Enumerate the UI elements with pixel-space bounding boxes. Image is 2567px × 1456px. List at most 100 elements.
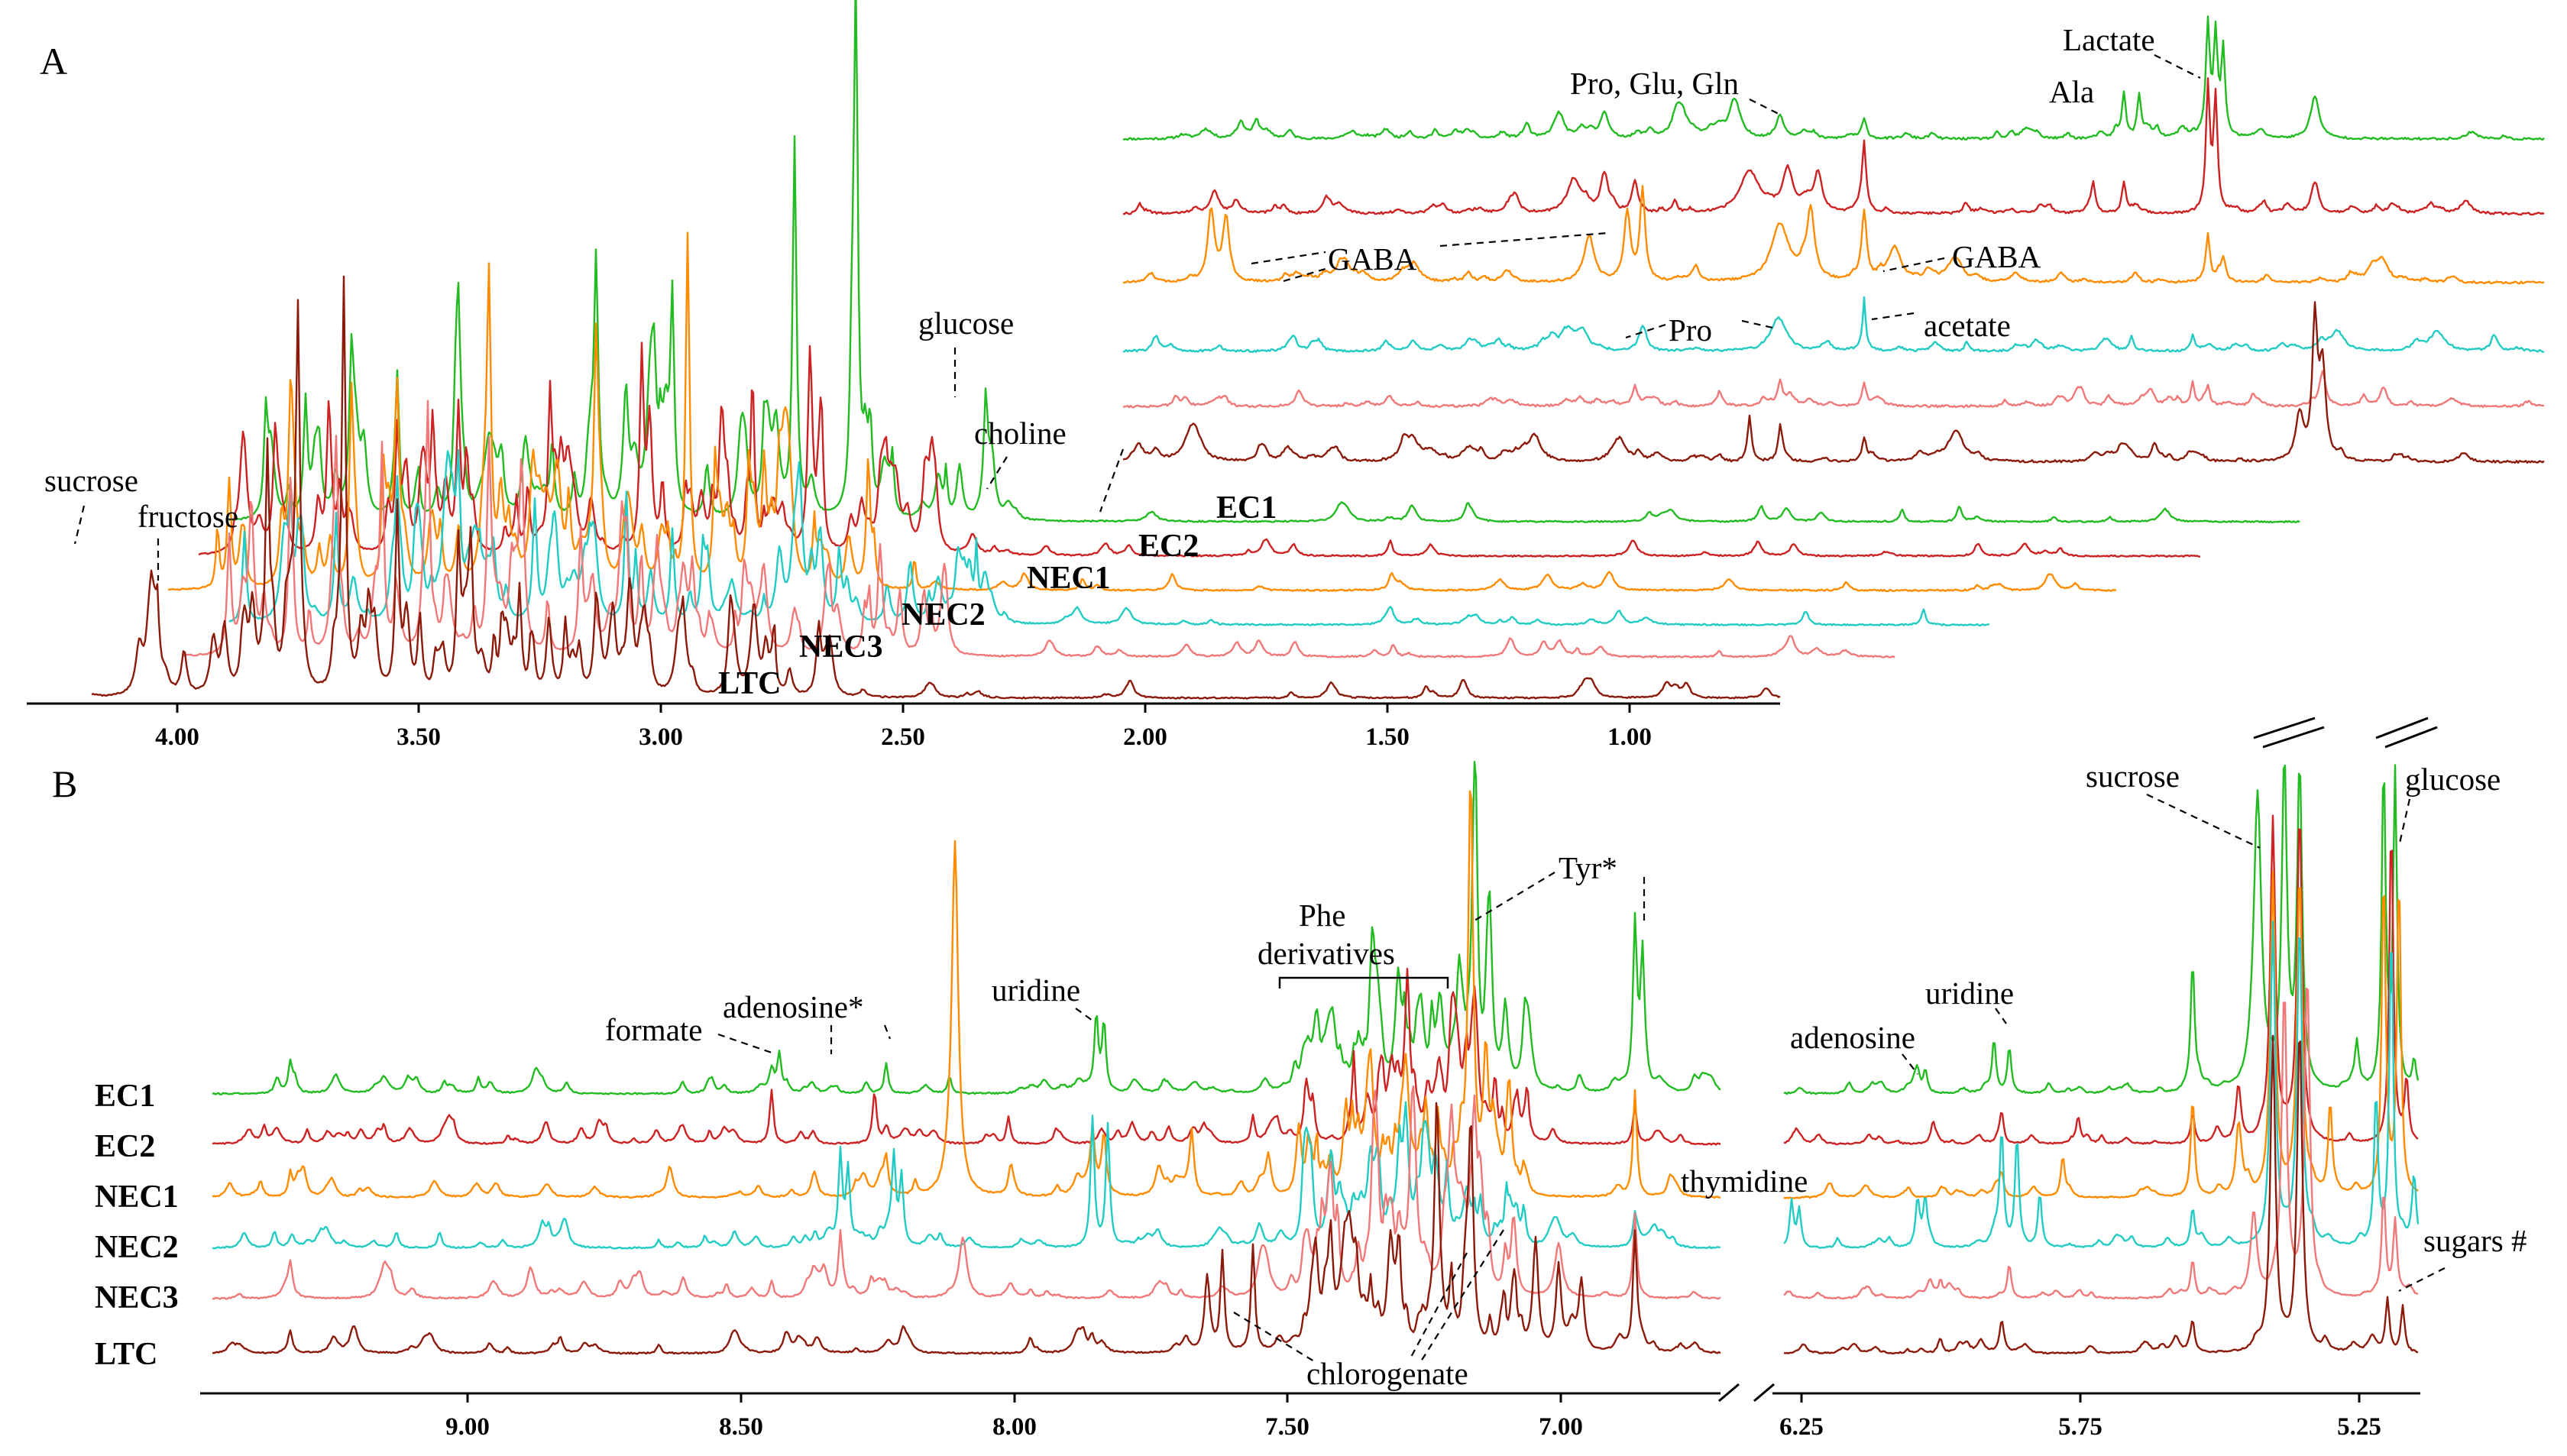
- annotation-acetate: acetate: [1924, 308, 2011, 343]
- annotation-formate: formate: [605, 1012, 702, 1047]
- spectrum-b-left-ec1: [212, 761, 1721, 1095]
- panel-b-traces: [212, 761, 2420, 1355]
- panel-b-label-ltc: LTC: [95, 1337, 158, 1372]
- leader-uridine-right: [1995, 1008, 2007, 1024]
- spectrum-a-ec1: [228, 0, 2300, 523]
- offscale-mark: [2262, 726, 2325, 749]
- panel-b-label-nec1: NEC1: [95, 1179, 179, 1215]
- leader-glucose-b: [2397, 798, 2411, 847]
- panel-b-x-ticks: 9.00 8.50 8.00 7.50 7.00 6.25 5.75 5.25: [445, 1393, 2381, 1441]
- spectrum-b-right-nec3: [1783, 987, 2419, 1300]
- axis-break-mark: [1753, 1383, 1775, 1403]
- leader-pro-glu-gln: [1749, 99, 1781, 115]
- leader-tyr: [1474, 872, 1555, 921]
- axis-break-mark: [1718, 1383, 1740, 1403]
- panel-a-tick-label: 1.50: [1365, 723, 1410, 751]
- spectrum-b-right-nec1: [1783, 870, 2419, 1199]
- panel-a-tick-label: 3.50: [397, 723, 441, 751]
- offscale-mark: [2375, 717, 2429, 739]
- panel-b-label-ec1: EC1: [95, 1079, 155, 1114]
- panel-b-tick-label: 7.50: [1265, 1413, 1309, 1441]
- leader-gaba-3: [1439, 231, 1609, 248]
- leader-chlorogenate-1: [1233, 1312, 1315, 1362]
- annotation-gaba-right: GABA: [1952, 239, 2041, 274]
- leader-chlorogenate-3: [1420, 1229, 1504, 1362]
- panel-a-label-ec2: EC2: [1138, 529, 1199, 564]
- annotation-uridine-right: uridine: [1925, 976, 2014, 1011]
- annotation-ala: Ala: [2049, 74, 2094, 109]
- leader-gaba-1: [1251, 251, 1326, 265]
- panel-a-x-ticks: 4.00 3.50 3.00 2.50 2.00 1.50 1.00: [155, 704, 1652, 751]
- annotation-lactate: Lactate: [2063, 22, 2155, 57]
- panel-b-tick-label: 5.25: [2337, 1413, 2381, 1441]
- annotation-thymidine: thymidine: [1681, 1163, 1808, 1199]
- spectrum-b-left-ec2: [212, 967, 1721, 1146]
- annotation-adenosine-star: adenosine*: [723, 989, 863, 1024]
- annotation-sucrose-a: sucrose: [44, 463, 138, 498]
- spectrum-a-upper-nec2: [1122, 296, 2545, 353]
- leader-lactate: [2154, 54, 2201, 79]
- leader-formate: [717, 1033, 772, 1054]
- panel-a-label-nec1: NEC1: [1027, 561, 1111, 596]
- leader-sugars: [2398, 1267, 2446, 1292]
- annotation-phe-line2: derivatives: [1258, 936, 1395, 971]
- panel-a-tick-label: 2.50: [881, 723, 925, 751]
- panel-b-tick-label: 8.00: [992, 1413, 1037, 1441]
- leader-pro-2: [1741, 319, 1777, 330]
- panel-a-traces: [91, 0, 2545, 700]
- panel-b-label-ec2: EC2: [95, 1129, 155, 1164]
- panel-b-label: B: [52, 762, 77, 805]
- leader-adenosine: [1902, 1053, 1918, 1075]
- panel-b-label-nec2: NEC2: [95, 1230, 179, 1265]
- panel-b-tick-label: 7.00: [1539, 1413, 1583, 1441]
- spectrum-b-right-ec1: [1783, 764, 2420, 1095]
- annotation-chlorogenate: chlorogenate: [1306, 1356, 1468, 1391]
- offscale-mark: [2253, 717, 2316, 739]
- leader-chlorogenate-2: [1409, 1252, 1468, 1361]
- leader-choline: [986, 456, 1008, 490]
- panel-b-tick-label: 9.00: [445, 1413, 490, 1441]
- panel-a-label-ltc: LTC: [718, 666, 782, 701]
- leader-sucrose-b: [2146, 794, 2261, 849]
- annotation-pro-glu-gln: Pro, Glu, Gln: [1570, 66, 1739, 101]
- annotation-sugars: sugars #: [2423, 1223, 2527, 1258]
- spectrum-a-upper-nec1: [1122, 185, 2545, 285]
- panel-a-tick-label: 1.00: [1607, 723, 1652, 751]
- spectrum-a-upper-ec2: [1122, 77, 2545, 216]
- annotation-gaba-left: GABA: [1328, 241, 1417, 277]
- spectrum-b-left-nec3: [212, 1086, 1721, 1300]
- panel-a-tick-label: 3.00: [639, 723, 683, 751]
- spectrum-a-upper-ec1: [1122, 15, 2545, 141]
- panel-a: A EC1 EC2 NEC1 NEC2 NEC3 LTC 4.00 3.50 3…: [27, 0, 2545, 751]
- annotation-choline: choline: [974, 416, 1067, 451]
- leader-adenosine-star-2: [883, 1024, 892, 1040]
- spectrum-b-right-ltc: [1783, 1034, 2419, 1355]
- spectrum-a-nec2: [228, 448, 1990, 627]
- panel-a-label-ec1: EC1: [1216, 490, 1277, 526]
- leader-uridine-left: [1075, 1008, 1093, 1021]
- panel-b-label-nec3: NEC3: [95, 1280, 179, 1315]
- annotation-glucose-b: glucose: [2405, 762, 2501, 797]
- panel-a-label-nec2: NEC2: [902, 597, 986, 633]
- leader-ec1-offset: [1099, 448, 1125, 513]
- annotation-tyr: Tyr*: [1559, 850, 1617, 885]
- spectrum-a-nec1: [167, 231, 2117, 592]
- leader-gaba-right: [1882, 257, 1945, 273]
- spectrum-a-ec2: [198, 341, 2201, 558]
- annotation-adenosine: adenosine: [1790, 1020, 1915, 1055]
- spectrum-a-upper-ltc: [1122, 301, 2545, 464]
- annotation-fructose: fructose: [138, 499, 238, 534]
- spectrum-b-right-ec2: [1783, 814, 2419, 1146]
- annotation-sucrose-b: sucrose: [2086, 759, 2180, 794]
- offscale-mark: [2384, 726, 2438, 749]
- leader-sucrose-a: [73, 505, 86, 545]
- panel-b-tick-label: 8.50: [719, 1413, 763, 1441]
- panel-b-tick-label: 6.25: [1779, 1413, 1824, 1441]
- panel-a-label: A: [40, 40, 67, 83]
- annotation-pro: Pro: [1669, 312, 1712, 348]
- panel-a-label-nec3: NEC3: [799, 629, 883, 665]
- spectrum-b-left-ltc: [212, 1102, 1721, 1355]
- spectrum-a-upper-nec3: [1122, 370, 2545, 409]
